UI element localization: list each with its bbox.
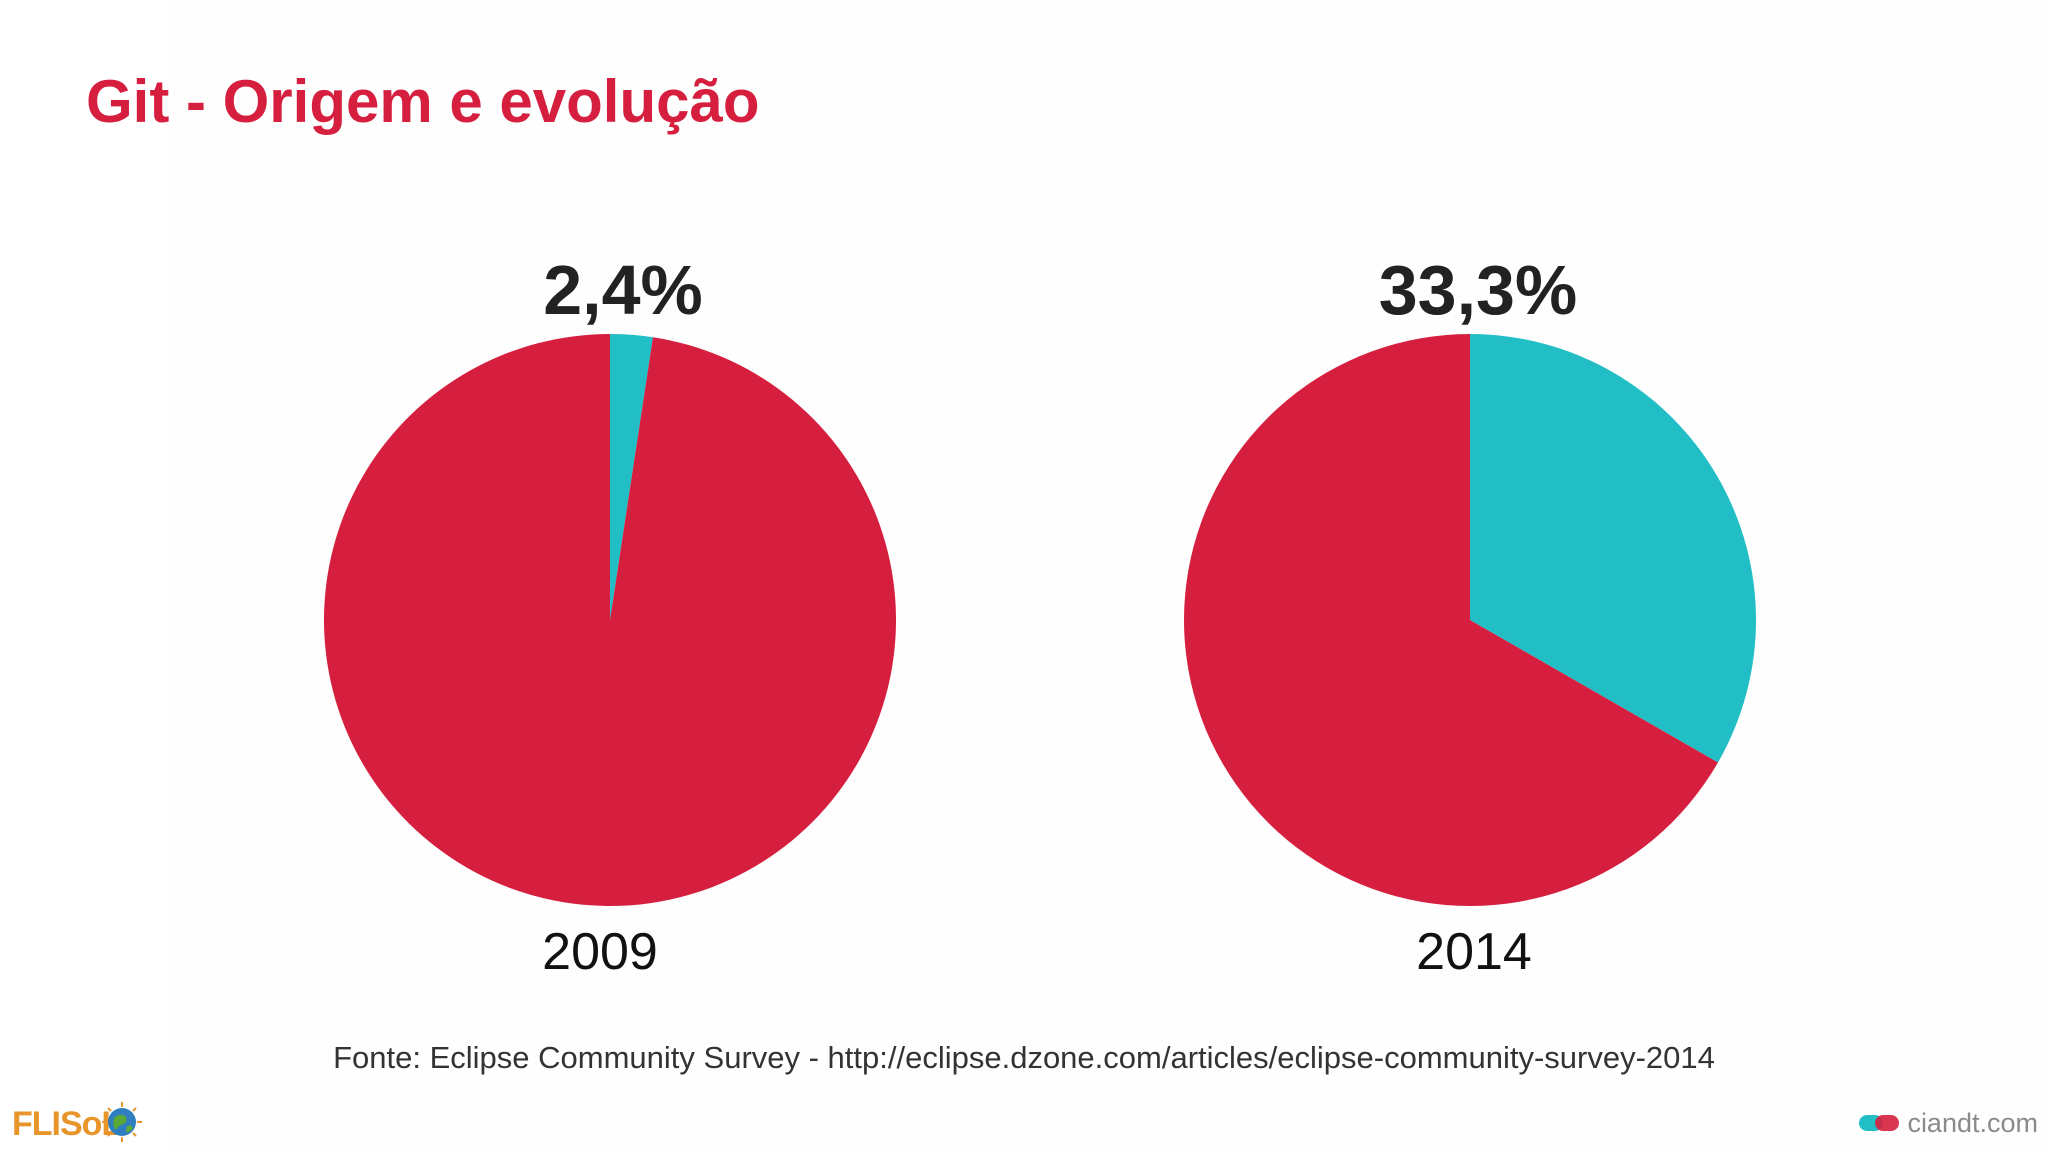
pie-2009-slice-0 xyxy=(610,334,653,620)
pie-chart-2009 xyxy=(323,334,896,907)
pie-2014-percent-label: 33,3% xyxy=(1378,251,1578,329)
slide-left-margin xyxy=(0,0,165,1152)
flisol-logo: FLISoL xyxy=(12,1104,122,1144)
pie-2009-percent-label: 2,4% xyxy=(543,251,703,329)
pie-chart-2014 xyxy=(1184,334,1756,906)
pie-2014-year-label: 2014 xyxy=(1416,923,1532,981)
ciandt-logo-text: ciandt.com xyxy=(1907,1108,2038,1138)
flisol-logo-text: FLISoL xyxy=(12,1105,122,1143)
ciandt-mark-icon xyxy=(1859,1115,1900,1131)
globe-icon xyxy=(102,1102,142,1142)
pie-2009-slice-1 xyxy=(323,334,896,907)
slide-title: Git - Origem e evolução xyxy=(86,68,760,135)
ciandt-logo: ciandt.com xyxy=(1859,1108,2038,1138)
pie-2009-year-label: 2009 xyxy=(542,923,658,981)
pie-2014-slice-0 xyxy=(1470,334,1756,763)
source-citation: Fonte: Eclipse Community Survey - http:/… xyxy=(333,1040,1715,1075)
pie-2014-slice-1 xyxy=(1184,334,1718,906)
